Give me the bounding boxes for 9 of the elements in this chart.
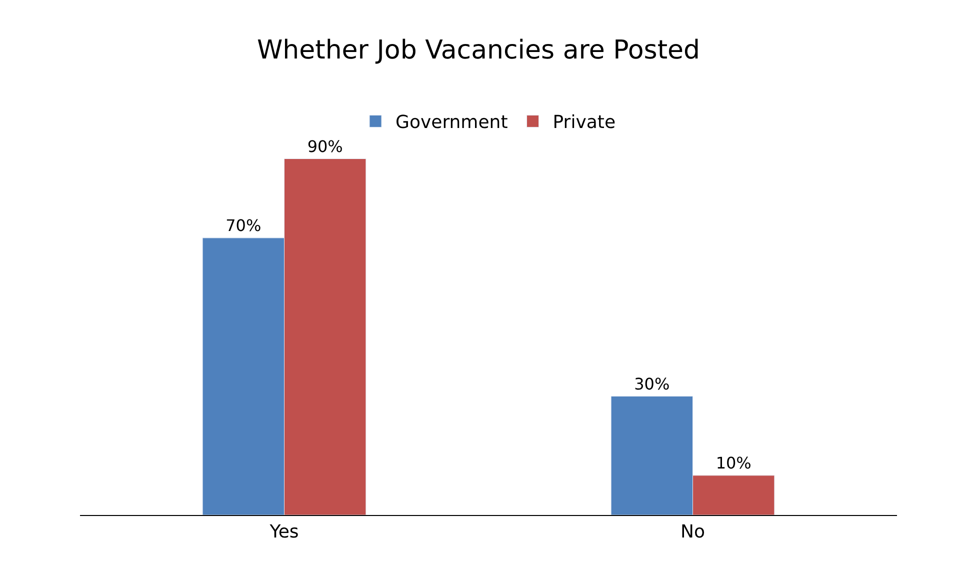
legend-label: Private	[552, 112, 616, 134]
x-tick-label: No	[680, 522, 705, 543]
legend-label: Government	[396, 112, 508, 134]
chart-title: Whether Job Vacancies are Posted	[256, 35, 700, 66]
data-label: 30%	[634, 374, 670, 394]
data-label: 10%	[716, 453, 752, 472]
data-label: 90%	[307, 136, 343, 156]
data-label: 70%	[226, 216, 262, 235]
x-tick-label: Yes	[268, 522, 299, 543]
